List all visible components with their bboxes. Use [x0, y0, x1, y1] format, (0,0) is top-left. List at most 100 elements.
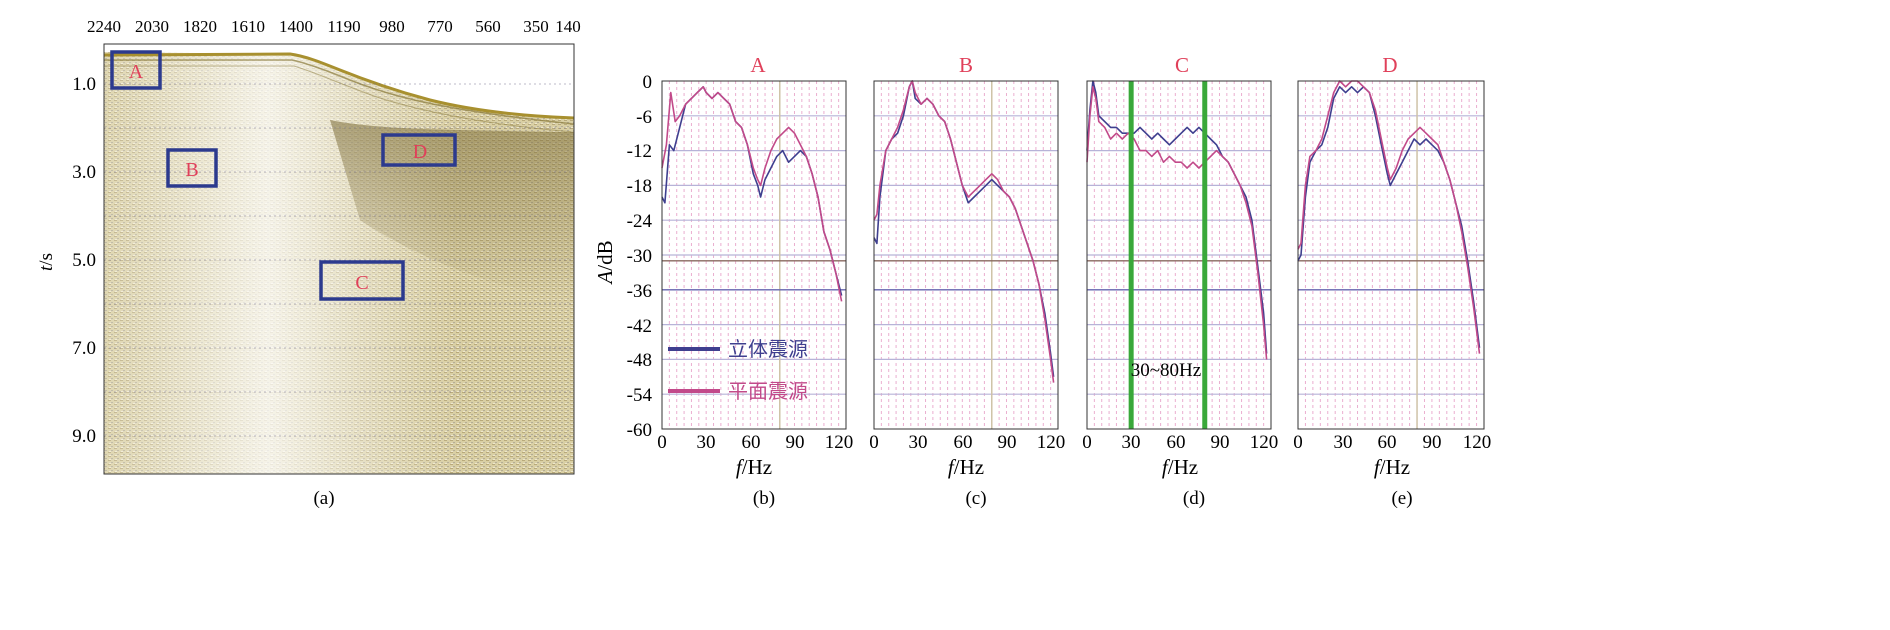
x-tick: 60 — [954, 432, 973, 453]
x-tick: 90 — [998, 432, 1017, 453]
a-x-tick: 1610 — [231, 17, 265, 36]
x-ticks: 0 30 60 90 120 — [1082, 432, 1278, 453]
panel-a: 2240 2030 1820 1610 1400 1190 980 770 56… — [36, 17, 581, 509]
x-tick: 30 — [1122, 432, 1141, 453]
panel-c: B 0 30 60 90 120 f/Hz (c) — [869, 53, 1065, 509]
x-tick: 120 — [1463, 432, 1492, 453]
panel-title: B — [959, 53, 973, 77]
a-x-tick: 350 — [523, 17, 549, 36]
x-tick: 0 — [869, 432, 879, 453]
band-label: 30~80Hz — [1131, 360, 1201, 381]
a-x-tick: 1400 — [279, 17, 313, 36]
panel-caption: (e) — [1391, 488, 1412, 509]
series-line-plane — [873, 80, 1055, 383]
y-tick: -12 — [627, 141, 652, 162]
x-axis-label: f/Hz — [1374, 455, 1410, 479]
seismic-image — [103, 43, 575, 475]
region-box-b: B — [166, 148, 218, 188]
y-ticks: 0 -6 -12 -18 -24 -30 -36 -42 -48 -54 -60 — [627, 72, 653, 441]
panel-title: D — [1382, 53, 1397, 77]
panel-e: D 0 30 60 90 120 f/Hz (e) — [1293, 53, 1491, 509]
region-box-a: A — [110, 50, 162, 90]
x-tick: 0 — [657, 432, 667, 453]
x-ticks: 0 30 60 90 120 — [1293, 432, 1491, 453]
region-box-c: C — [319, 260, 405, 301]
x-axis-label: f/Hz — [948, 455, 984, 479]
y-tick: -24 — [627, 211, 653, 232]
series-line-plane — [1086, 86, 1268, 360]
legend-plane: 平面震源 — [728, 380, 808, 403]
plot-frame — [1086, 80, 1272, 430]
region-label: A — [129, 61, 144, 83]
y-tick: -6 — [636, 107, 652, 128]
region-box-d: D — [381, 133, 457, 167]
grid — [874, 81, 1058, 429]
y-tick: -18 — [627, 176, 652, 197]
y-tick: -42 — [627, 316, 652, 337]
plot-frame — [661, 80, 847, 430]
a-x-tick: 1190 — [327, 17, 360, 36]
x-ticks: 0 30 60 90 120 — [869, 432, 1065, 453]
a-x-tick: 140 — [555, 17, 581, 36]
x-tick: 60 — [742, 432, 761, 453]
a-y-tick: 3.0 — [72, 162, 96, 183]
series-line-plane — [661, 86, 843, 302]
series-line-solid — [661, 86, 843, 296]
x-ticks: 0 30 60 90 120 — [657, 432, 853, 453]
x-axis-label: f/Hz — [736, 455, 772, 479]
y-tick: 0 — [643, 72, 653, 93]
a-x-tick: 560 — [475, 17, 501, 36]
panel-a-x-ticks: 2240 2030 1820 1610 1400 1190 980 770 56… — [87, 17, 581, 36]
x-tick: 0 — [1082, 432, 1092, 453]
y-tick: -54 — [627, 385, 653, 406]
x-tick: 60 — [1167, 432, 1186, 453]
x-tick: 30 — [1334, 432, 1353, 453]
x-tick: 120 — [1250, 432, 1279, 453]
a-y-tick: 9.0 — [72, 426, 96, 447]
x-tick: 120 — [825, 432, 854, 453]
region-label: D — [413, 141, 427, 163]
legend: 立体震源 平面震源 — [668, 338, 808, 403]
a-x-tick: 980 — [379, 17, 405, 36]
x-tick: 90 — [1423, 432, 1442, 453]
x-tick: 60 — [1378, 432, 1397, 453]
a-x-tick: 1820 — [183, 17, 217, 36]
panel-title: A — [750, 53, 766, 77]
a-y-tick: 5.0 — [72, 250, 96, 271]
grid — [1298, 81, 1484, 429]
series-lines — [661, 86, 843, 302]
panel-caption: (c) — [965, 488, 986, 509]
y-tick: -48 — [627, 350, 652, 371]
grid — [662, 81, 846, 429]
region-label: C — [355, 272, 368, 294]
a-y-tick: 7.0 — [72, 338, 96, 359]
x-tick: 30 — [909, 432, 928, 453]
a-x-tick: 2240 — [87, 17, 121, 36]
caption-a: (a) — [313, 488, 334, 509]
x-tick: 90 — [786, 432, 805, 453]
x-tick: 120 — [1037, 432, 1066, 453]
series-line-solid — [873, 80, 1055, 377]
y-tick: -36 — [627, 281, 652, 302]
plot-frame — [1297, 80, 1485, 430]
a-y-tick: 1.0 — [72, 74, 96, 95]
region-label: B — [185, 159, 198, 181]
panel-title: C — [1175, 53, 1189, 77]
y-tick: -30 — [627, 246, 652, 267]
panel-a-y-ticks: 1.0 3.0 5.0 7.0 9.0 — [72, 74, 96, 447]
y-axis-label: A/dB — [593, 240, 617, 285]
legend-solid: 立体震源 — [728, 338, 808, 361]
panel-caption: (b) — [753, 488, 775, 509]
x-axis-label: f/Hz — [1162, 455, 1198, 479]
a-y-label: t/s — [36, 253, 57, 271]
a-x-tick: 770 — [427, 17, 453, 36]
panel-b: A 0 -6 -12 -18 -24 -30 -36 -42 -48 -54 -… — [593, 53, 853, 509]
series-line-plane — [1297, 80, 1481, 354]
a-x-tick: 2030 — [135, 17, 169, 36]
series-line-solid — [1086, 80, 1268, 354]
panel-caption: (d) — [1183, 488, 1205, 509]
panel-d: C 30~80Hz 0 30 60 90 120 f/Hz (d) — [1082, 53, 1278, 509]
series-lines — [1297, 80, 1481, 354]
x-tick: 90 — [1211, 432, 1230, 453]
